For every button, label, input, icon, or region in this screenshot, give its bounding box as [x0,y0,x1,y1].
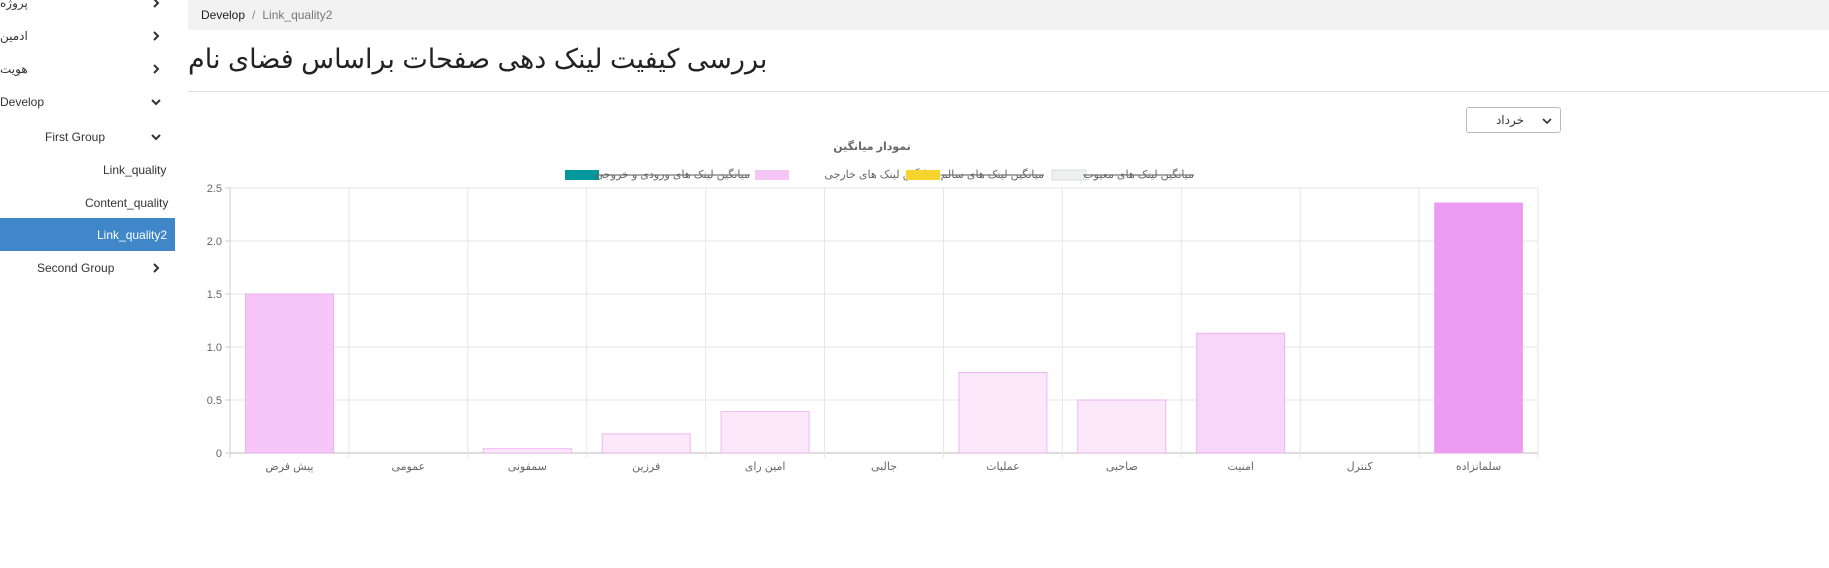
x-tick-label: عمومی [392,461,426,473]
bar [1077,399,1167,454]
sidebar: پروژه ادمین هویت Develop First Group Link_qua… [0,0,175,563]
sidebar-item-label: هویت [0,61,28,76]
sidebar-item-6[interactable]: Content_quality [0,186,175,219]
sidebar-item-7[interactable]: Link_quality2 [0,218,175,251]
sidebar-item-label: Develop [0,94,45,109]
month-select[interactable]: خرداد [1466,107,1561,133]
chevron-down-icon [1542,118,1552,125]
legend-swatch [565,170,599,180]
breadcrumb-current: Link_quality2 [262,8,333,22]
x-tick-label: جالبی [871,461,897,473]
bar [245,293,334,454]
sidebar-item-label: First Group [45,129,106,144]
x-tick-label: فرزین [632,461,660,473]
chevron-down-icon [151,133,161,140]
sidebar-item-1[interactable]: ادمین [0,19,175,52]
x-tick-label: سمفونی [508,461,547,473]
breadcrumb-parent[interactable]: Develop [201,8,246,22]
bar [958,372,1048,454]
y-tick-label: 1.0 [207,342,222,354]
bar [720,411,810,454]
x-tick-label: پیش فرض [265,461,313,473]
month-select-value: خرداد [1495,113,1524,127]
sidebar-item-label: Second Group [37,260,115,275]
sidebar-item-label: Content_quality [85,195,169,210]
sidebar-item-5[interactable]: Link_quality [0,153,175,186]
legend-label: میانگین لینک های سالم [941,168,1045,181]
y-tick-label: 0 [216,448,222,460]
chevron-right-icon [153,30,160,41]
sidebar-item-3[interactable]: Develop [0,85,175,118]
x-tick-label: عملیات [986,461,1020,473]
legend-label: میانگین لینک های معیوب [1083,168,1194,181]
sidebar-item-label: پروژه [0,0,28,10]
x-tick-label: امین رای [745,461,786,473]
y-tick-label: 2.5 [207,183,222,195]
sidebar-item-label: ادمین [0,28,28,43]
average-chart: نمودار میانگین میانگین لینک های ورودی و خ… [188,135,1563,563]
x-tick-label: امنیت [1228,461,1254,473]
chevron-right-icon [153,0,160,8]
sidebar-item-4[interactable]: First Group [0,120,175,153]
x-tick-label: کنترل [1347,461,1374,473]
bar [601,433,691,454]
y-tick-label: 1.5 [207,289,222,301]
x-tick-label: صاحبی [1106,461,1138,473]
legend-label: میانگین لینک های ورودی و خروجی [595,168,750,181]
legend-swatch [755,170,789,180]
bar [1434,202,1523,454]
chart-svg: نمودار میانگین میانگین لینک های ورودی و خ… [207,140,1539,473]
breadcrumb-separator: / [252,8,256,22]
y-tick-label: 0.5 [207,395,222,407]
legend-swatch [906,170,940,180]
x-tick-label: سلمانزاده [1456,461,1501,473]
legend-swatch [1051,169,1087,181]
title-divider [188,91,1829,92]
bar [482,448,572,454]
chart-title: نمودار میانگین [833,140,911,153]
chevron-down-icon [151,98,161,105]
sidebar-item-2[interactable]: هویت [0,52,175,85]
y-tick-label: 2.0 [207,236,222,248]
sidebar-item-label: Link_quality2 [97,227,168,242]
sidebar-item-label: Link_quality [103,162,167,177]
bar [1196,332,1286,454]
chevron-right-icon [153,262,160,273]
sidebar-item-0[interactable]: پروژه [0,0,175,19]
sidebar-item-8[interactable]: Second Group [0,251,175,284]
breadcrumb: Develop / Link_quality2 [188,0,1829,30]
page-title: بررسی کیفیت لینک دهی صفحات براساس فضای ن… [188,44,768,74]
chevron-right-icon [153,63,160,74]
